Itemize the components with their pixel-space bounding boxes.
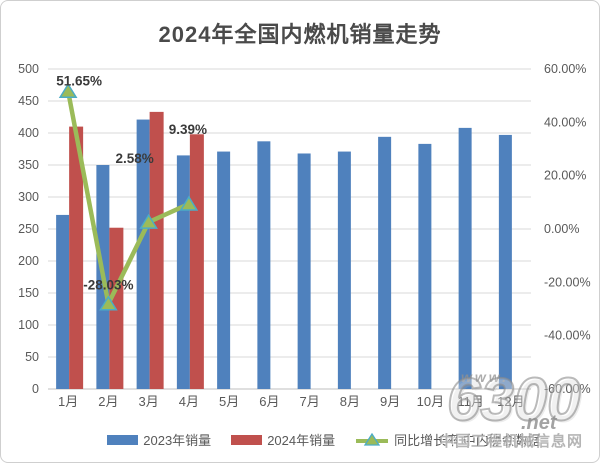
growth-point-label-3月: 2.58% <box>115 151 153 166</box>
right-axis-tick-label: 40.00% <box>544 115 586 129</box>
x-axis-month-label: 7月 <box>300 394 320 409</box>
x-axis-month-label: 12月 <box>497 394 524 409</box>
x-axis-month-label: 8月 <box>340 394 360 409</box>
bar-2023-3月 <box>136 119 150 389</box>
x-axis-month-label: 11月 <box>457 394 484 409</box>
legend-item-2024[interactable]: 2024年销量 <box>231 430 335 449</box>
left-axis-tick-label: 150 <box>18 286 39 300</box>
bar-2023-5月 <box>217 151 231 389</box>
x-axis-month-label: 10月 <box>417 394 444 409</box>
chart-title: 2024年全国内燃机销量走势 <box>158 22 442 47</box>
bar-2023-9月 <box>378 136 392 389</box>
legend-swatch-2024 <box>231 434 263 445</box>
growth-line-legend-icon <box>356 432 389 446</box>
bar-2024-1月 <box>69 126 84 389</box>
x-axis-month-label: 9月 <box>380 394 400 409</box>
left-axis-tick-label: 100 <box>18 318 39 332</box>
bar-2023-12月 <box>498 134 512 389</box>
left-axis-tick-label: 300 <box>18 190 39 204</box>
left-axis-tick-label: 500 <box>18 62 39 76</box>
x-axis-month-label: 3月 <box>139 394 159 409</box>
growth-marker-3月 <box>139 213 158 229</box>
left-axis-tick-label: 200 <box>18 254 39 268</box>
right-axis-tick-label: -60.00% <box>544 382 591 396</box>
growth-marker-4月 <box>179 195 199 211</box>
x-axis-month-label: 5月 <box>219 394 239 409</box>
right-axis-tick-label: 60.00% <box>544 62 586 76</box>
legend-swatch-2023 <box>107 434 139 445</box>
x-axis-month-label: 1月 <box>58 394 78 409</box>
left-axis-tick-label: 250 <box>18 222 39 236</box>
bar-2024-4月 <box>189 134 204 389</box>
legend-item-2023[interactable]: 2023年销量 <box>107 430 211 449</box>
growth-point-label-2月: -28.03% <box>83 278 133 293</box>
left-axis-tick-label: 450 <box>18 94 39 108</box>
right-axis-tick-label: 0.00% <box>544 222 579 236</box>
x-axis-month-label: 6月 <box>259 394 279 409</box>
bar-2023-8月 <box>337 151 351 389</box>
left-axis-tick-label: 350 <box>18 158 39 172</box>
growth-point-label-1月: 51.65% <box>56 73 102 88</box>
bar-2023-7月 <box>297 153 311 389</box>
growth-marker-2月 <box>99 295 118 311</box>
bar-2023-4月 <box>176 155 190 389</box>
right-axis-tick-label: 20.00% <box>544 169 586 183</box>
legend-item-growth[interactable]: 同比增长率 中内协会数据 <box>355 430 541 449</box>
legend-label-2023: 2023年销量 <box>143 433 212 448</box>
growth-marker-1月 <box>58 82 78 99</box>
bar-2023-10月 <box>418 143 432 389</box>
x-axis-month-label: 4月 <box>179 394 199 409</box>
bar-2023-11月 <box>458 127 472 389</box>
left-axis-tick-label: 0 <box>32 382 39 396</box>
x-axis-month-label: 2月 <box>98 394 118 409</box>
legend: 2023年销量 2024年销量 同比增长率 中内协会数据 <box>1 430 599 449</box>
left-axis-tick-label: 400 <box>18 126 39 140</box>
right-axis-tick-label: -40.00% <box>544 329 591 343</box>
left-axis-tick-label: 50 <box>25 350 39 364</box>
bar-2023-1月 <box>56 214 70 389</box>
bar-2024-3月 <box>149 111 164 389</box>
growth-point-label-4月: 9.39% <box>169 122 207 137</box>
growth-line <box>65 90 190 306</box>
legend-label-growth: 同比增长率 中内协会数据 <box>394 433 541 448</box>
legend-label-2024: 2024年销量 <box>267 433 336 448</box>
right-axis-tick-label: -20.00% <box>544 275 591 289</box>
bar-2023-6月 <box>257 141 271 389</box>
